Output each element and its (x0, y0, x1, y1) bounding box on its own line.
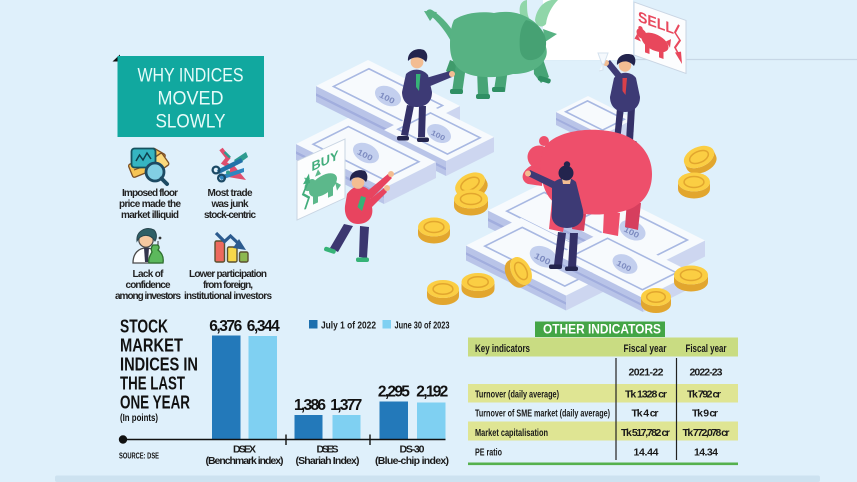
svg-text:Lower participation: Lower participation (189, 269, 267, 280)
svg-text:Turnover (daily average): Turnover (daily average) (475, 389, 559, 401)
svg-text:(In points): (In points) (120, 412, 158, 424)
svg-text:confidence: confidence (126, 280, 171, 291)
svg-text:Tk 9 cr: Tk 9 cr (692, 408, 718, 420)
svg-text:DS-30: DS-30 (400, 444, 425, 456)
svg-text:Tk 517,782 cr: Tk 517,782 cr (621, 427, 670, 439)
svg-text:OTHER INDICATORS: OTHER INDICATORS (543, 322, 661, 338)
svg-text:institutional investors: institutional investors (184, 291, 272, 302)
svg-text:Key indicators: Key indicators (475, 343, 530, 355)
svg-text:WHY INDICES: WHY INDICES (138, 65, 244, 87)
svg-text:STOCK: STOCK (120, 317, 168, 337)
svg-text:ONE YEAR: ONE YEAR (120, 393, 190, 413)
svg-text:Fiscal year: Fiscal year (624, 343, 668, 355)
svg-text:Tk 4 cr: Tk 4 cr (632, 408, 659, 420)
svg-text:14.44: 14.44 (634, 447, 659, 459)
svg-text:Tk 772,078 cr: Tk 772,078 cr (683, 427, 730, 439)
svg-text:Imposed floor: Imposed floor (122, 188, 178, 199)
svg-text:July 1 of 2022: July 1 of 2022 (321, 320, 376, 332)
svg-text:Lack of: Lack of (133, 269, 165, 280)
svg-text:MOVED: MOVED (158, 88, 224, 110)
svg-text:June 30 of 2023: June 30 of 2023 (395, 320, 450, 332)
svg-text:Fiscal year: Fiscal year (686, 343, 728, 355)
svg-text:2,295: 2,295 (378, 384, 410, 401)
svg-text:2022-23: 2022-23 (690, 367, 723, 379)
svg-text:SOURCE: DSE: SOURCE: DSE (119, 452, 159, 461)
svg-text:PE ratio: PE ratio (475, 447, 502, 459)
svg-text:THE LAST: THE LAST (120, 374, 185, 394)
svg-text:price made the: price made the (119, 199, 181, 210)
svg-text:DSEX: DSEX (233, 444, 256, 456)
svg-text:SLOWLY: SLOWLY (156, 111, 226, 133)
svg-text:among investors: among investors (115, 291, 181, 302)
svg-text:1,377: 1,377 (330, 397, 362, 414)
svg-text:14.34: 14.34 (694, 447, 718, 459)
svg-text:Most trade: Most trade (208, 188, 253, 199)
svg-text:2,192: 2,192 (416, 384, 448, 401)
svg-text:MARKET: MARKET (120, 336, 183, 356)
svg-text:Tk 1328 cr: Tk 1328 cr (625, 389, 667, 401)
svg-text:from foreign,: from foreign, (203, 280, 253, 291)
svg-text:6,344: 6,344 (247, 318, 280, 335)
svg-text:INDICES IN: INDICES IN (120, 355, 198, 375)
svg-text:6,376: 6,376 (209, 318, 242, 335)
svg-text:market illiquid: market illiquid (121, 210, 179, 221)
svg-text:was junk: was junk (211, 199, 249, 210)
svg-text:1,386: 1,386 (294, 397, 326, 414)
svg-text:2021-22: 2021-22 (629, 367, 664, 379)
svg-text:Tk 792 cr: Tk 792 cr (687, 389, 721, 401)
svg-text:Turnover of SME market (daily: Turnover of SME market (daily average) (475, 408, 610, 420)
svg-text:(Benchmark index): (Benchmark index) (206, 455, 284, 467)
svg-text:DSES: DSES (317, 444, 339, 456)
svg-text:stock-centric: stock-centric (204, 210, 256, 221)
svg-text:(Shariah Index): (Shariah Index) (296, 455, 360, 467)
svg-text:Market capitalisation: Market capitalisation (475, 427, 548, 439)
svg-text:(Blue-chip index): (Blue-chip index) (375, 455, 449, 467)
